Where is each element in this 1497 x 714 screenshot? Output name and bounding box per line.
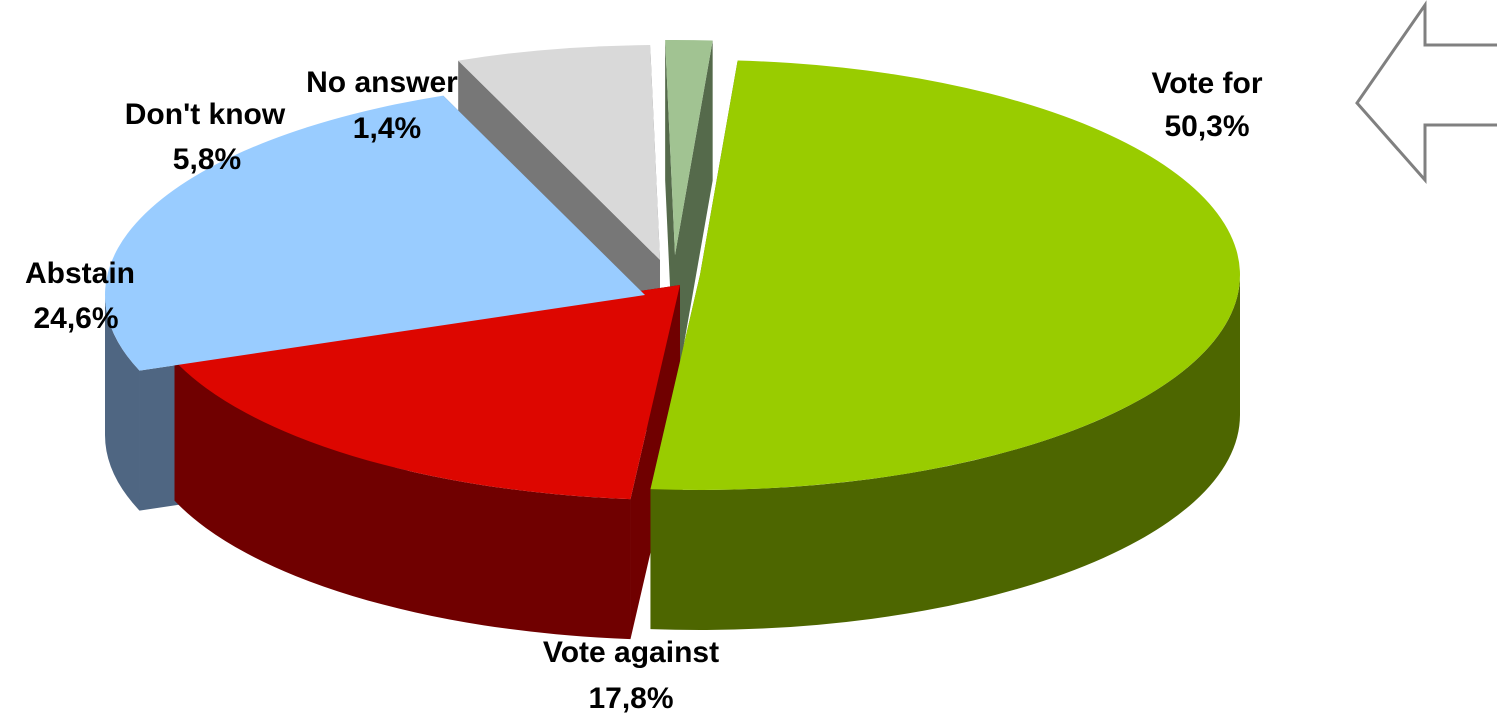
pie-side-abstain	[105, 295, 140, 511]
pie-edge-vote-against	[630, 285, 680, 640]
pie-slice-abstain	[104, 95, 646, 371]
slice-value-vote-for: 50,3%	[1164, 110, 1249, 143]
pie-side-vote-against	[174, 360, 631, 640]
slice-value-abstain: 24,6%	[33, 302, 118, 335]
slice-value-dont-know: 5,8%	[173, 143, 241, 176]
pie-slice-no-answer	[665, 40, 713, 256]
pie-edge-no-answer	[675, 40, 713, 395]
slice-value-no-answer: 1,4%	[353, 112, 421, 145]
label-clip-mask	[1266, 60, 1326, 100]
slice-label-vote-for: Vote for	[1151, 67, 1262, 100]
pie-slice-vote-for	[650, 60, 1241, 491]
pie-slice-don-t-know	[458, 45, 660, 260]
pie-slice-vote-against	[174, 285, 680, 500]
slice-label-dont-know: Don't know	[125, 98, 286, 131]
slice-label-no-answer: No answer	[306, 66, 458, 99]
slice-label-abstain: Abstain	[25, 257, 135, 290]
slice-label-vote-against: Vote against	[543, 636, 719, 669]
pie-side-vote-for	[650, 275, 1240, 630]
pie-tops	[104, 40, 1241, 500]
slice-labels: Vote for 50,3% Vote against 17,8% Abstai…	[25, 66, 1263, 714]
slice-value-vote-against: 17,8%	[588, 682, 673, 714]
outline-arrow-left-icon	[1355, 0, 1497, 184]
